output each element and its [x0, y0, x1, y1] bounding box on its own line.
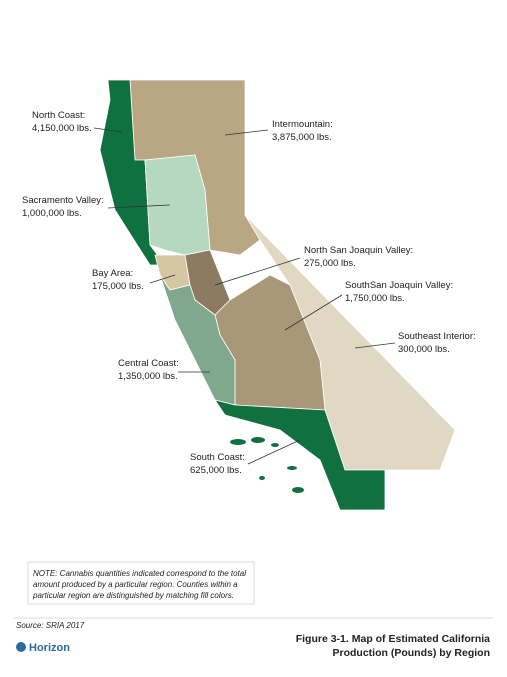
region-name: Sacramento Valley:	[22, 195, 104, 206]
island	[251, 437, 265, 443]
region-name: SouthSan Joaquin Valley:	[345, 280, 453, 291]
map	[99, 79, 456, 511]
island	[259, 476, 265, 480]
note-line: amount produced by a particular region. …	[33, 580, 238, 589]
region-amount: 1,350,000 lbs.	[118, 371, 178, 382]
island	[230, 439, 246, 445]
logo: Horizon	[29, 642, 70, 654]
note-line: NOTE: Cannabis quantities indicated corr…	[33, 569, 246, 578]
region-amount: 1,750,000 lbs.	[345, 293, 405, 304]
region-amount: 4,150,000 lbs.	[32, 123, 92, 134]
leader-line	[247, 439, 301, 465]
region-labels: North Coast: 4,150,000 lbs. Intermountain:…	[22, 110, 476, 476]
region-central-coast	[159, 274, 236, 406]
island	[287, 466, 297, 470]
island	[292, 487, 304, 493]
region-south-coast	[214, 399, 386, 511]
region-name: South Coast:	[190, 452, 245, 463]
region-name: Intermountain:	[272, 119, 333, 130]
leader-line	[149, 274, 176, 284]
region-amount: 175,000 lbs.	[92, 281, 144, 292]
leader-line	[93, 127, 123, 133]
caption-line: Figure 3-1. Map of Estimated California	[296, 633, 490, 645]
note-line: particular region are distinguished by m…	[32, 591, 234, 600]
leader-line	[284, 294, 343, 331]
leader-line	[354, 342, 396, 349]
leader-line	[107, 204, 171, 209]
leader-line	[214, 257, 301, 286]
note-box	[27, 561, 255, 605]
island	[271, 443, 279, 447]
region-name: North Coast:	[32, 110, 85, 121]
region-amount: 1,000,000 lbs.	[22, 208, 82, 219]
region-amount: 3,875,000 lbs.	[272, 132, 332, 143]
region-name: Central Coast:	[118, 358, 179, 369]
region-name: Southeast Interior:	[398, 331, 476, 342]
region-amount: 300,000 lbs.	[398, 344, 450, 355]
region-amount: 275,000 lbs.	[304, 258, 356, 269]
region-name: Bay Area:	[92, 268, 133, 279]
region-amount: 625,000 lbs.	[190, 465, 242, 476]
region-name: North San Joaquin Valley:	[304, 245, 413, 256]
leader-lines	[93, 127, 396, 465]
leader-line	[224, 129, 269, 136]
region-bay-area	[154, 254, 191, 291]
source: Source: SRIA 2017	[16, 621, 85, 630]
caption-line: Production (Pounds) by Region	[333, 647, 491, 659]
logo-icon	[16, 642, 26, 652]
